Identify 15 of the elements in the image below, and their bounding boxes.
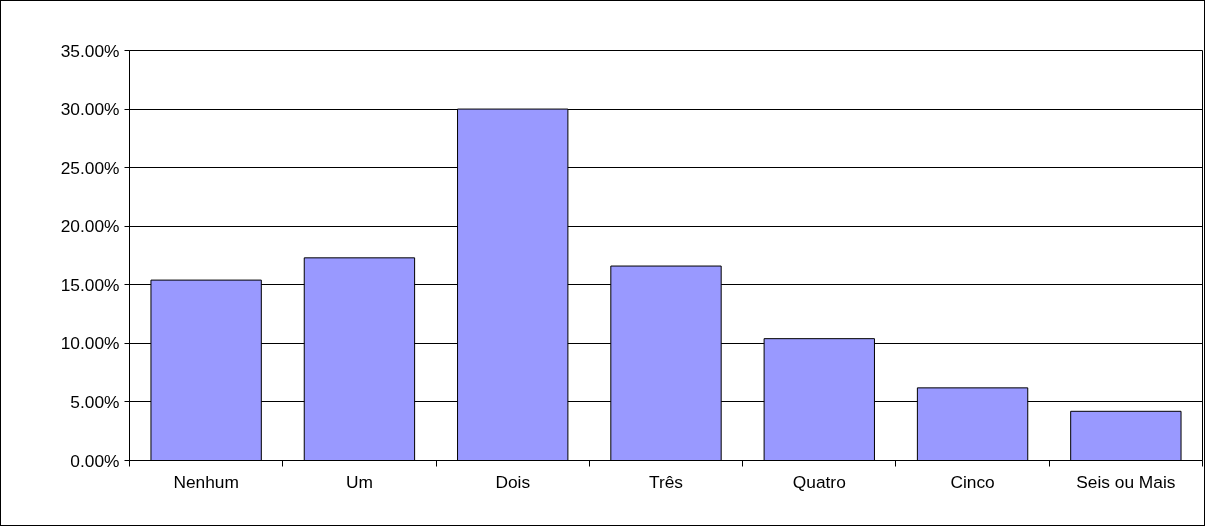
x-tick-label: Quatro <box>792 471 846 492</box>
y-tick-label: 5.00% <box>70 391 120 412</box>
x-tick-label: Um <box>345 471 373 492</box>
x-tick-label: Nenhum <box>173 471 239 492</box>
x-tick-label: Dois <box>495 471 531 492</box>
x-tick-label: Cinco <box>950 471 995 492</box>
x-tick-label: Três <box>648 471 684 492</box>
y-tick-label: 0.00% <box>70 450 120 471</box>
x-tick-label: Seis ou Mais <box>1076 471 1176 492</box>
y-tick-label: 30.00% <box>60 99 120 120</box>
y-tick-label: 15.00% <box>60 274 120 295</box>
y-tick-label: 25.00% <box>60 157 120 178</box>
y-tick-label: 10.00% <box>60 333 120 354</box>
y-tick-label: 20.00% <box>60 216 120 237</box>
y-tick-label: 35.00% <box>60 40 120 61</box>
